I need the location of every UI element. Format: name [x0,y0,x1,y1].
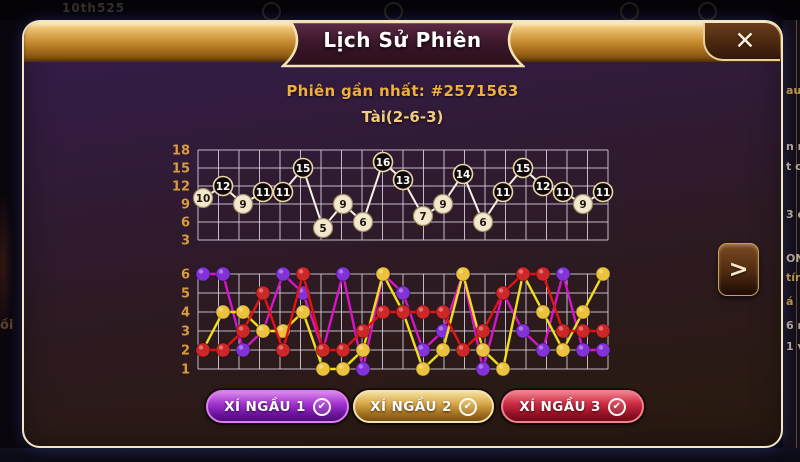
check-icon: ✔ [607,397,626,416]
svg-text:18: 18 [172,144,190,159]
title-plate: Lịch Sử Phiên [280,21,525,69]
background-username-fragment: 10th525 [62,1,126,15]
svg-text:6: 6 [181,216,190,231]
svg-text:3: 3 [181,234,190,249]
title-plate-shape [280,21,525,68]
svg-text:10: 10 [196,193,211,205]
svg-text:1: 1 [181,363,190,378]
background-text-fragment: ON [786,252,800,265]
background-text-fragment: tín [786,271,800,284]
svg-text:2: 2 [181,344,190,359]
svg-text:6: 6 [359,217,366,229]
xi-ngau-1-label: XÍ NGẦU 1 [224,398,306,415]
svg-text:11: 11 [276,187,291,199]
background-text-fragment: 6 n [786,319,800,332]
svg-text:9: 9 [181,198,190,213]
background-left-strip: ối [0,20,22,448]
svg-text:7: 7 [419,211,426,223]
svg-text:6: 6 [479,217,486,229]
background-text-fragment: ối [0,318,14,333]
svg-text:11: 11 [496,187,511,199]
svg-text:14: 14 [456,169,471,181]
svg-text:3: 3 [181,325,190,340]
background-text-fragment: n r [786,140,800,153]
svg-text:5: 5 [181,287,190,302]
svg-text:12: 12 [216,181,231,193]
svg-text:12: 12 [536,181,551,193]
svg-text:13: 13 [396,175,411,187]
svg-text:11: 11 [256,187,271,199]
background-icon-circle [620,2,639,21]
background-icon-circle [698,2,717,21]
background-top-strip: 10th525 [0,0,800,21]
svg-text:12: 12 [172,180,190,195]
svg-text:11: 11 [596,187,611,199]
latest-result-label: Tài(2-6-3) [361,108,444,126]
close-tab [703,23,780,61]
svg-text:4: 4 [181,306,190,321]
svg-text:9: 9 [439,199,446,211]
background-text-fragment: 3 đ [786,208,800,221]
xi-ngau-3-label: XÍ NGẦU 3 [519,398,601,415]
svg-text:6: 6 [181,268,190,283]
xi-ngau-2-label: XÍ NGẦU 2 [370,398,452,415]
svg-text:9: 9 [339,199,346,211]
background-text-fragment: t củ [786,160,800,173]
svg-text:9: 9 [579,199,586,211]
background-text-fragment: 1 v [786,340,800,353]
svg-text:11: 11 [556,187,571,199]
svg-text:15: 15 [516,163,531,175]
check-icon: ✔ [458,397,477,416]
svg-text:15: 15 [172,162,190,177]
dialog-title: Lịch Sử Phiên [323,28,482,52]
check-icon: ✔ [312,397,331,416]
background-icon-circle [262,2,281,21]
background-right-strip: au n r t củ 3 đ ON tín á 6 n 1 v [783,20,800,448]
background-panel-edge [796,20,797,448]
xi-ngau-1-button[interactable]: XÍ NGẦU 1 ✔ [206,390,349,423]
sum-history-chart: 18 15 12 9 6 3 10 12 9 11 11 15 5 9 6 16 13 7 9 14 6 11 15 12 11… [172,144,614,249]
svg-text:16: 16 [376,157,391,169]
xi-ngau-2-button[interactable]: XÍ NGẦU 2 ✔ [353,390,494,423]
xi-ngau-3-button[interactable]: XÍ NGẦU 3 ✔ [501,390,644,423]
background-bottom-strip [0,448,800,462]
dice-history-chart: 6 5 4 3 2 1 [181,266,611,378]
background-blob [0,190,14,340]
background-text-fragment: á [786,295,794,308]
next-page-arrow-button[interactable]: > [718,243,759,296]
close-icon[interactable]: ✕ [734,26,756,55]
background-text-fragment: au [786,84,800,97]
svg-text:15: 15 [296,163,311,175]
session-history-dialog: ✕ Lịch Sử Phiên Phiên gần nhất: #2571563… [22,20,783,448]
latest-session-label: Phiên gần nhất: #2571563 [286,82,519,100]
svg-text:9: 9 [239,199,246,211]
background-icon-circle [384,2,403,21]
svg-text:5: 5 [319,223,326,235]
